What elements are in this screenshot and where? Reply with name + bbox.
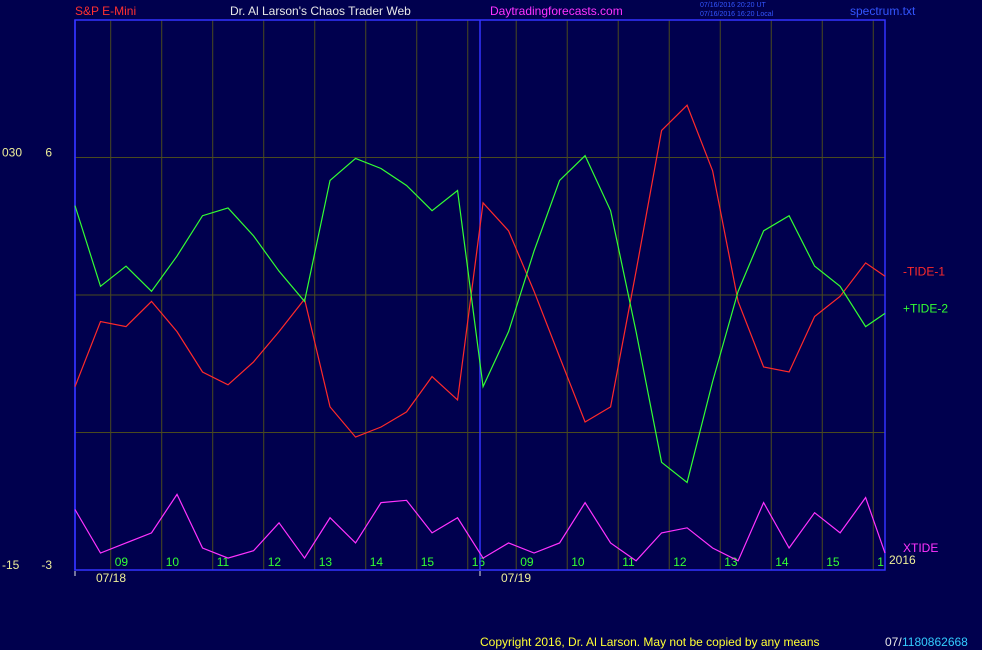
series-label: +TIDE-2 — [903, 302, 948, 316]
x-tick-label: 14 — [370, 555, 384, 569]
x-tick-label: 10 — [571, 555, 585, 569]
series-line — [74, 493, 886, 562]
x-tick-label: 14 — [775, 555, 789, 569]
x-tick-label: 12 — [673, 555, 687, 569]
x-tick-label: 12 — [268, 555, 282, 569]
instrument: S&P E-Mini — [75, 4, 136, 18]
y2-tick-label: 030 — [2, 146, 22, 160]
date-label: 07/19 — [501, 571, 531, 585]
x-tick-label: 09 — [520, 555, 534, 569]
code: 1180862668 — [902, 635, 968, 649]
x-tick-label: 10 — [166, 555, 180, 569]
plot-border — [74, 19, 886, 571]
y2-tick-label: -15 — [2, 558, 20, 572]
series-line — [74, 104, 886, 438]
x-tick-label: 15 — [421, 555, 435, 569]
series-label: -TIDE-1 — [903, 264, 945, 278]
x-tick-label: 09 — [115, 555, 129, 569]
x-tick-label: 16 — [472, 555, 486, 569]
x-tick-label: 13 — [319, 555, 333, 569]
x-tick-label: 15 — [826, 555, 840, 569]
date-label: 07/18 — [96, 571, 126, 585]
series-line — [74, 154, 886, 484]
series-label: XTIDE — [903, 541, 938, 555]
year-label: 2016 — [889, 553, 916, 567]
file-name: spectrum.txt — [850, 4, 916, 18]
x-tick-label: 11 — [217, 555, 230, 569]
copyright: Copyright 2016, Dr. Al Larson. May not b… — [480, 635, 820, 649]
code-prefix: 07/ — [885, 635, 902, 649]
x-tick-label: 1 — [877, 555, 884, 569]
stamp-ut: 07/16/2016 20:20 UT — [700, 2, 766, 9]
site-title: Dr. Al Larson's Chaos Trader Web — [230, 4, 411, 18]
site-url[interactable]: Daytradingforecasts.com — [490, 4, 623, 18]
x-tick-label: 11 — [622, 555, 635, 569]
y-tick-label: 6 — [45, 146, 52, 160]
stamp-local: 07/16/2016 16:20 Local — [700, 11, 774, 18]
y-tick-label: -3 — [41, 558, 52, 572]
